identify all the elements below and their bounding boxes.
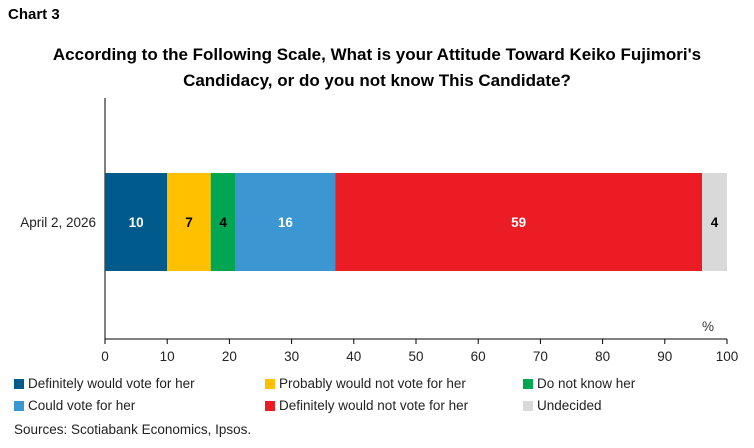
legend-label: Undecided	[537, 398, 602, 413]
legend-swatch	[14, 378, 24, 389]
x-tick-label: 50	[408, 349, 423, 364]
bar-segment	[235, 173, 336, 271]
legend-label: Probably would not vote for her	[279, 376, 466, 391]
data-label: 59	[511, 215, 526, 230]
x-tick-label: 10	[160, 349, 175, 364]
bar-segment	[210, 173, 236, 271]
legend-label: Could vote for her	[28, 398, 136, 413]
x-tick-label: 100	[716, 349, 739, 364]
bar-segment	[105, 173, 168, 271]
legend-label: Definitely would vote for her	[28, 376, 195, 391]
unit-label: %	[702, 319, 714, 334]
data-label: 16	[278, 215, 294, 230]
legend-item: Probably would not vote for her	[265, 376, 466, 391]
legend-item: Do not know her	[523, 376, 635, 391]
legend-swatch	[523, 400, 533, 411]
source-note: Sources: Scotiabank Economics, Ipsos.	[14, 422, 252, 437]
chart-plot: 0 10 20 30 40 50 60 70 80 90 100% April 2, 2026 10 7 4…	[20, 98, 739, 364]
x-tick-label: 70	[533, 349, 548, 364]
legend-item: Definitely would vote for her	[14, 376, 195, 391]
legend-item: Undecided	[523, 398, 602, 413]
legend-swatch	[265, 378, 275, 389]
legend-swatch	[523, 378, 533, 389]
x-tick-label: 60	[471, 349, 486, 364]
chart-title: According to the Following Scale, What i…	[0, 42, 754, 94]
x-tick-label: 90	[657, 349, 672, 364]
legend-label: Definitely would not vote for her	[279, 398, 469, 413]
x-tick-label: 0	[101, 349, 109, 364]
x-tick-label: 20	[222, 349, 237, 364]
data-label: 4	[219, 215, 227, 230]
chart-label: Chart 3	[8, 6, 60, 23]
legend-item: Definitely would not vote for her	[265, 398, 468, 413]
legend-swatch	[14, 400, 24, 411]
legend-item: Could vote for her	[14, 398, 135, 413]
legend-label: Do not know her	[537, 376, 636, 391]
x-tick-label: 40	[346, 349, 361, 364]
bar-segment	[702, 173, 727, 271]
bar-segment	[335, 173, 703, 271]
x-tick-label: 30	[284, 349, 299, 364]
chart-title-line-2: Candidacy, or do you not know This Candi…	[183, 71, 571, 90]
data-label: 4	[711, 215, 719, 230]
category-label: April 2, 2026	[20, 215, 96, 230]
x-tick-label: 80	[595, 349, 610, 364]
data-label: 10	[129, 215, 144, 230]
legend-swatch	[265, 400, 275, 411]
bar-segment	[167, 173, 211, 271]
chart-title-line-1: According to the Following Scale, What i…	[52, 45, 702, 64]
data-label: 7	[185, 215, 193, 230]
